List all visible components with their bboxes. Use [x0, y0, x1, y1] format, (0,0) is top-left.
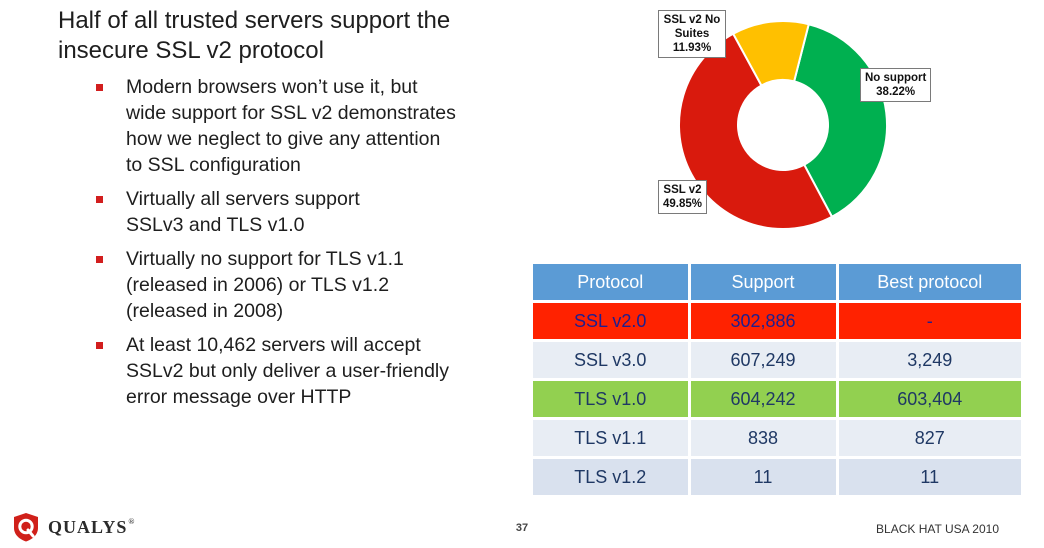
cell-protocol: TLS v1.0	[533, 378, 691, 419]
table-row: SSL v3.0 607,249 3,249	[533, 339, 1021, 380]
page-number: 37	[515, 522, 529, 534]
bullet-item: At least 10,462 servers will accept SSLv…	[94, 332, 534, 410]
slice-label-no-support: No support 38.22%	[860, 68, 932, 102]
slice-label-value: 38.22%	[876, 86, 916, 98]
cell-best-protocol: 603,404	[837, 378, 1021, 419]
cell-protocol: TLS v1.2	[533, 456, 691, 495]
cell-protocol: SSL v3.0	[533, 339, 691, 380]
column-header-best-protocol: Best protocol	[837, 264, 1021, 302]
slice-label-name: No support	[865, 72, 927, 84]
bullet-item: Virtually all servers support SSLv3 and …	[94, 186, 534, 238]
cell-best-protocol: 3,249	[837, 339, 1021, 380]
bullet-list: Modern browsers won’t use it, but wide s…	[94, 74, 534, 418]
bullet-text: Virtually all servers support SSLv3 and …	[126, 188, 360, 236]
qualys-shield-icon	[14, 513, 38, 542]
slice-label-name: SSL v2	[663, 184, 702, 196]
slice-label-value: 49.85%	[663, 198, 703, 210]
title-line: insecure SSL v2 protocol	[58, 37, 324, 64]
slice-label-ssl-v2-no-suites: SSL v2 No Suites 11.93%	[658, 10, 726, 58]
table-row: TLS v1.0 604,242 603,404	[533, 378, 1021, 419]
bullet-square-icon	[96, 84, 103, 91]
donut-chart: No support 38.22% SSL v2 49.85% SSL v2 N…	[640, 0, 960, 260]
slide-title: Half of all trusted servers support the …	[58, 6, 618, 66]
title-line: Half of all trusted servers support the	[58, 7, 451, 34]
qualys-logo: QUALYS®	[12, 512, 135, 542]
cell-protocol: TLS v1.1	[533, 417, 691, 458]
slice-ssl-v2-no-suites	[731, 20, 810, 87]
registered-mark: ®	[128, 516, 136, 526]
cell-support: 604,242	[689, 378, 839, 419]
protocol-table: Protocol Support Best protocol SSL v2.0 …	[533, 264, 1021, 495]
logo-text: QUALYS®	[48, 517, 135, 538]
bullet-square-icon	[96, 342, 103, 349]
table-header-row: Protocol Support Best protocol	[533, 264, 1021, 302]
slice-label-value: 11.93%	[672, 42, 712, 54]
cell-best-protocol: 827	[837, 417, 1021, 458]
cell-support: 607,249	[689, 339, 839, 380]
bullet-text: At least 10,462 servers will accept SSLv…	[126, 334, 449, 408]
event-name: BLACK HAT USA 2010	[876, 522, 999, 536]
cell-support: 302,886	[689, 300, 839, 341]
bullet-square-icon	[96, 256, 103, 263]
cell-support: 838	[689, 417, 839, 458]
slice-label-name: SSL v2 No Suites	[663, 14, 721, 40]
column-header-support: Support	[689, 264, 839, 302]
cell-support: 11	[689, 456, 839, 495]
column-header-protocol: Protocol	[533, 264, 691, 302]
table-row: SSL v2.0 302,886 -	[533, 300, 1021, 341]
table-row: TLS v1.2 11 11	[533, 456, 1021, 495]
cell-best-protocol: 11	[837, 456, 1021, 495]
bullet-text: Modern browsers won’t use it, but wide s…	[126, 76, 456, 176]
bullet-text: Virtually no support for TLS v1.1 (relea…	[126, 248, 404, 322]
cell-protocol: SSL v2.0	[533, 300, 691, 341]
bullet-item: Virtually no support for TLS v1.1 (relea…	[94, 246, 534, 324]
logo-wordmark: QUALYS	[48, 516, 128, 537]
bullet-square-icon	[96, 196, 103, 203]
table-row: TLS v1.1 838 827	[533, 417, 1021, 458]
cell-best-protocol: -	[837, 300, 1021, 341]
slice-label-ssl-v2: SSL v2 49.85%	[658, 180, 708, 214]
bullet-item: Modern browsers won’t use it, but wide s…	[94, 74, 534, 178]
